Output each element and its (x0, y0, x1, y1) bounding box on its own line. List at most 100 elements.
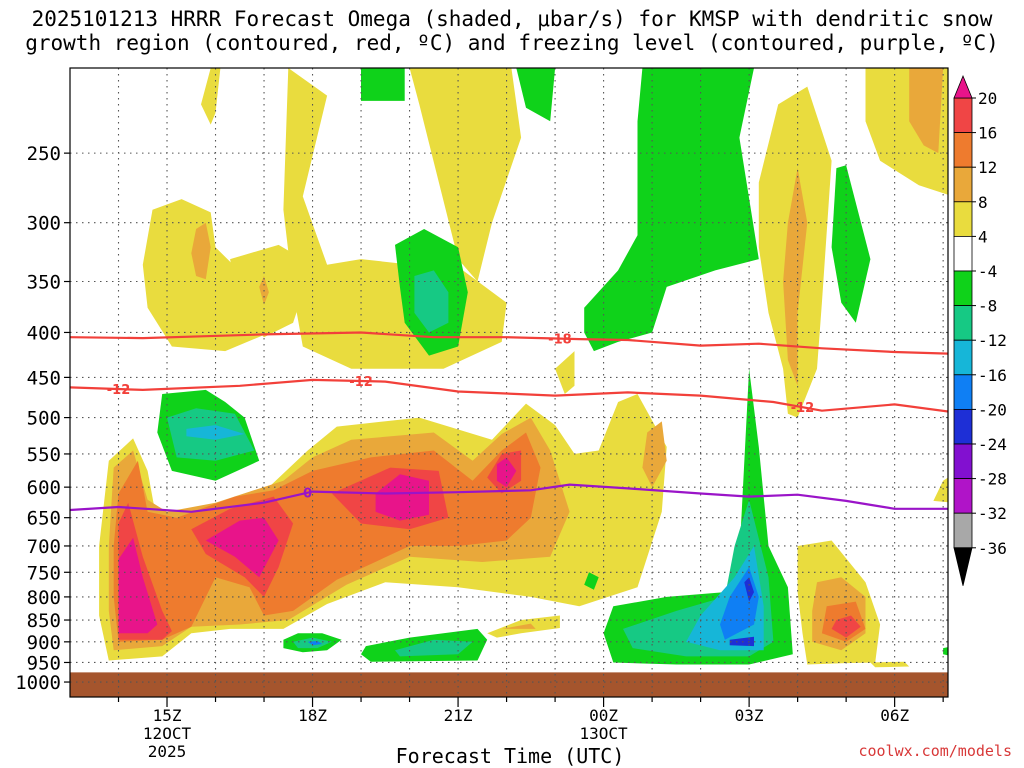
colorbar-bin (953, 408, 973, 445)
omega-region-lightorange (642, 421, 667, 488)
y-tick-label: 1000 (15, 672, 61, 694)
chart-title-line-1: 2025101213 HRRR Forecast Omega (shaded, … (31, 7, 993, 31)
colorbar-bin (953, 270, 973, 306)
contour-dgz-18 (70, 331, 948, 355)
y-tick-label: 300 (27, 213, 61, 235)
omega-region-magenta (118, 537, 158, 634)
colorbar-bin (953, 235, 973, 272)
colorbar-label: 20 (978, 89, 997, 108)
y-tick-label: 950 (27, 652, 61, 674)
x-tick-label: 00Z (589, 706, 618, 725)
omega-shading (99, 68, 948, 668)
colorbar-label: -4 (978, 262, 997, 281)
colorbar-bin (953, 201, 973, 237)
contour-label: 0 (303, 487, 312, 502)
plot-border (69, 67, 949, 698)
colorbar-label: -16 (978, 366, 1007, 385)
colorbar-bin (953, 305, 973, 341)
omega-region-yellow (201, 68, 221, 125)
y-tick-label: 450 (27, 367, 61, 389)
colorbar-top-arrow (953, 74, 973, 99)
temperature-contours: -18 -12 -12 -12 0 (70, 331, 948, 513)
y-tick-label: 250 (27, 143, 61, 165)
colorbar-bin (953, 166, 973, 203)
colorbar: 20 16 12 8 4 -4 -8 -12 -16 -20 -24 -28 -32 -36 (953, 74, 1007, 586)
colorbar-label: 4 (978, 227, 988, 246)
x-tick-label: 03Z (735, 706, 764, 725)
omega-region-green (831, 165, 871, 323)
contour-label: -18 (548, 333, 572, 348)
plot-frame (69, 67, 949, 698)
colorbar-bin (953, 97, 973, 133)
ground-below-surface (70, 672, 948, 697)
colorbar-label: -32 (978, 504, 1007, 523)
contour-dgz-12 (70, 378, 948, 413)
omega-region-darkblue (744, 577, 754, 602)
contour-label: -12 (349, 375, 373, 390)
omega-region-lightorange (191, 222, 211, 280)
omega-region-yellow (933, 477, 948, 503)
colorbar-label: 12 (978, 158, 997, 177)
colorbar-label: 8 (978, 193, 988, 212)
x-axis-label: Forecast Time (UTC) (395, 744, 625, 768)
x-tick-label: 15Z (153, 706, 182, 725)
x-tick-label: 12OCT (143, 724, 192, 743)
contour-freezing-0 (70, 483, 948, 513)
omega-region-cyan (186, 425, 245, 440)
colorbar-label: -12 (978, 331, 1007, 350)
colorbar-label: -8 (978, 297, 997, 316)
omega-region-magenta (496, 457, 517, 488)
y-tick-label: 850 (27, 610, 61, 632)
omega-region-magenta (205, 517, 279, 578)
y-tick-label: 750 (27, 562, 61, 584)
x-tick-label: 21Z (444, 706, 473, 725)
y-tick-label: 900 (27, 632, 61, 654)
source-credit: coolwx.com/models (858, 742, 1012, 760)
x-tick-label: 18Z (298, 706, 327, 725)
chart-title-line-2: growth region (contoured, red, ºC) and f… (25, 31, 999, 55)
colorbar-bin (953, 443, 973, 479)
ground-fill (70, 672, 948, 697)
colorbar-bin (953, 478, 973, 514)
y-tick-label: 500 (27, 408, 61, 430)
colorbar-bottom-arrow (953, 547, 973, 586)
omega-region-green (516, 68, 556, 122)
y-tick-label: 550 (27, 444, 61, 466)
colorbar-bin (953, 512, 973, 549)
omega-region-teal (414, 270, 449, 333)
colorbar-label: 16 (978, 124, 997, 143)
omega-region-green (943, 647, 948, 656)
x-tick-label: 2025 (148, 742, 187, 761)
y-tick-label: 800 (27, 587, 61, 609)
omega-region-magenta (375, 474, 429, 521)
omega-region-lightorange (783, 168, 808, 386)
colorbar-label: -28 (978, 470, 1007, 489)
colorbar-bin (953, 374, 973, 410)
omega-region-darkblue (729, 636, 754, 647)
colorbar-label: -20 (978, 400, 1007, 419)
y-tick-label: 600 (27, 477, 61, 499)
omega-region-green (584, 68, 759, 352)
omega-region-yellow (409, 68, 522, 282)
colorbar-bin (953, 339, 973, 376)
contour-label: -12 (107, 383, 131, 398)
colorbar-label: -24 (978, 435, 1007, 454)
omega-region-lightorange (501, 623, 536, 629)
omega-region-yellow (555, 351, 575, 394)
colorbar-label: -36 (978, 539, 1007, 558)
y-tick-label: 400 (27, 322, 61, 344)
omega-region-green (584, 572, 599, 590)
omega-region-green (361, 68, 405, 101)
omega-region-teal (395, 639, 473, 657)
colorbar-bin (953, 132, 973, 168)
y-tick-label: 350 (27, 272, 61, 294)
dotted-gridlines (70, 68, 948, 697)
x-tick-label: 06Z (880, 706, 909, 725)
omega-region-lightorange (909, 68, 944, 154)
contour-label: -12 (791, 401, 815, 416)
y-tick-label: 700 (27, 536, 61, 558)
x-tick-label: 13OCT (580, 724, 629, 743)
pressure-axis: 2503003504004505005506006507007508008509… (15, 143, 70, 694)
